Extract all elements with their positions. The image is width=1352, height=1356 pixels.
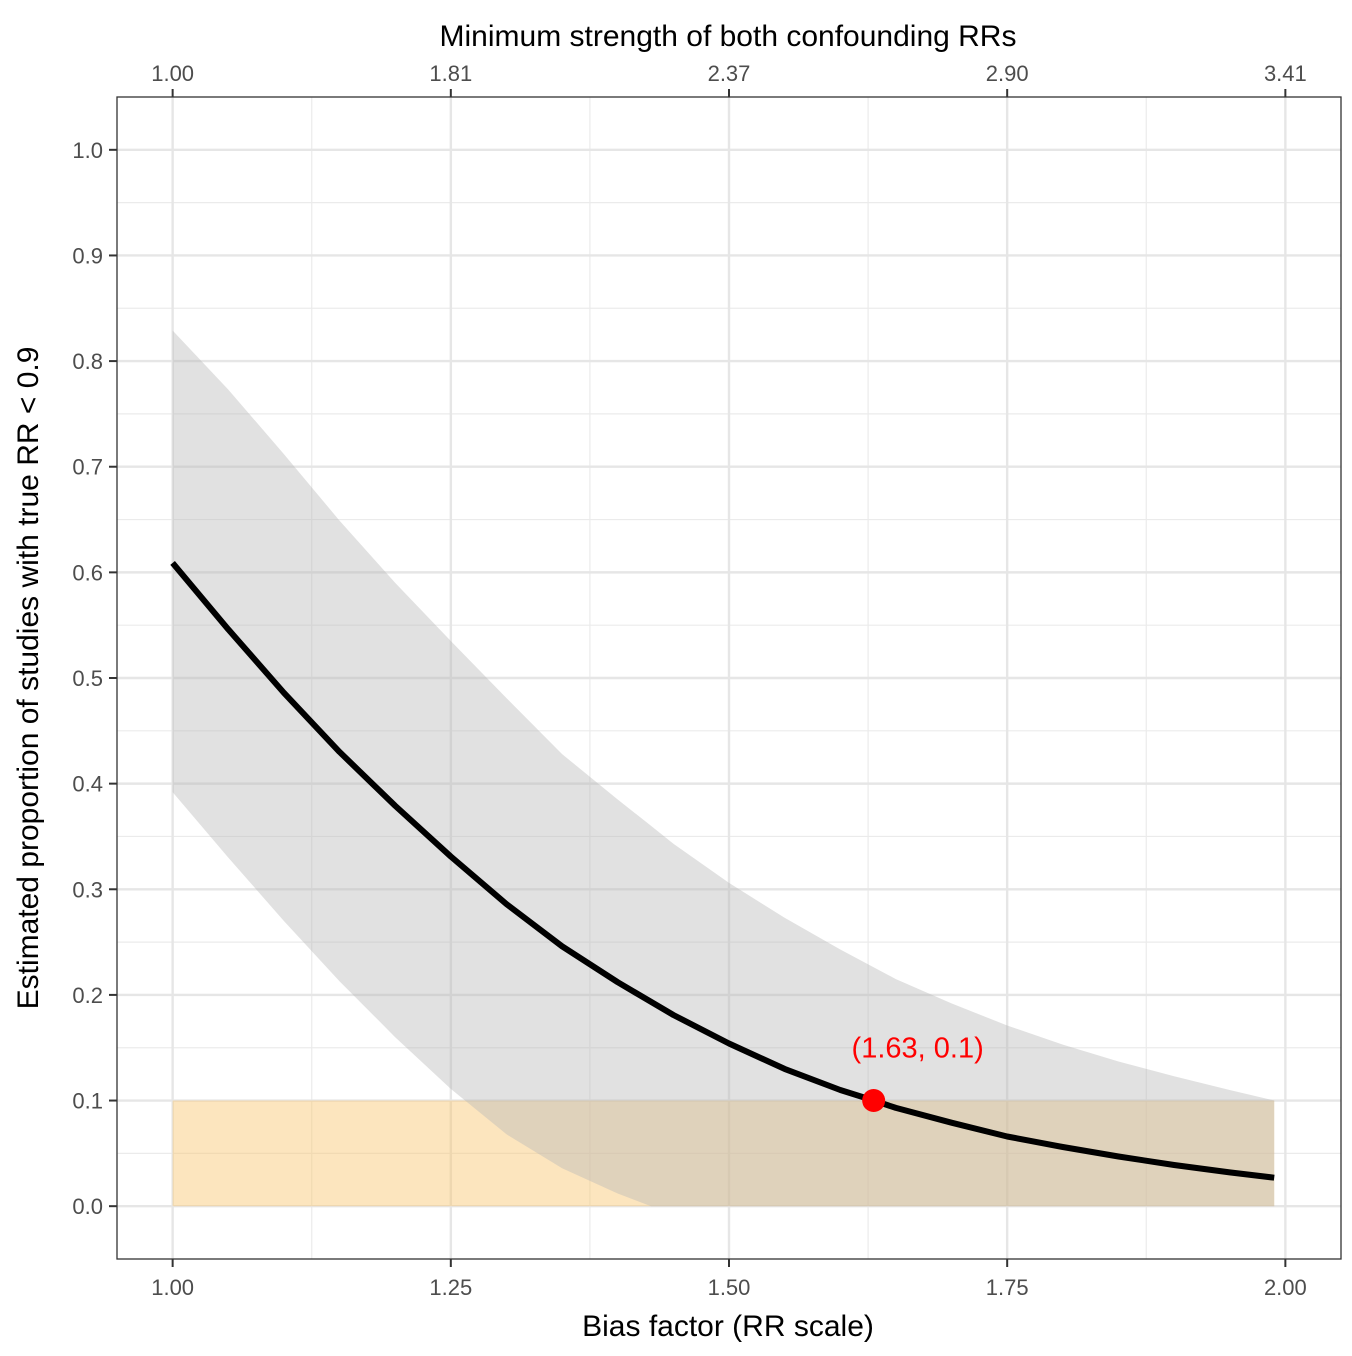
- y-tick-label: 0.9: [72, 243, 103, 268]
- top-tick-label: 2.90: [986, 61, 1029, 86]
- y-tick-label: 0.0: [72, 1194, 103, 1219]
- annotation-label: (1.63, 0.1): [852, 1033, 984, 1065]
- y-tick-label: 0.2: [72, 983, 103, 1008]
- x-tick-label: 1.00: [151, 1275, 194, 1300]
- y-tick-label: 0.1: [72, 1089, 103, 1114]
- x-axis-title: Bias factor (RR scale): [582, 1310, 874, 1343]
- x-tick-label: 1.75: [986, 1275, 1029, 1300]
- axes: 1.00 1.25 1.50 1.75 2.00 0.0 0.1 0.2 0.3 0.4 0.5 0.…: [72, 61, 1306, 1300]
- highlight-group: (1.63, 0.1): [852, 1033, 984, 1113]
- y-tick-label: 0.7: [72, 455, 103, 480]
- top-tick-label: 1.81: [429, 61, 472, 86]
- x-tick-label: 2.00: [1264, 1275, 1307, 1300]
- top-axis-title: Minimum strength of both confounding RRs: [440, 20, 1017, 53]
- confidence-band: [172, 330, 1275, 1207]
- top-tick-label: 3.41: [1264, 61, 1307, 86]
- series-lines: [170, 560, 1275, 1181]
- x-tick-label: 1.25: [429, 1275, 472, 1300]
- y-tick-label: 0.4: [72, 772, 103, 797]
- major-gridlines: [117, 97, 1341, 1259]
- y-tick-label: 1.0: [72, 138, 103, 163]
- estimate-line: [170, 560, 1275, 1181]
- y-tick-label: 0.3: [72, 877, 103, 902]
- top-tick-label: 2.37: [708, 61, 751, 86]
- highlight-point: [862, 1089, 886, 1113]
- y-tick-label: 0.5: [72, 666, 103, 691]
- y-tick-label: 0.6: [72, 560, 103, 585]
- x-tick-label: 1.50: [708, 1275, 751, 1300]
- top-tick-label: 1.00: [151, 61, 194, 86]
- y-axis-title: Estimated proportion of studies with tru…: [12, 347, 45, 1010]
- y-tick-label: 0.8: [72, 349, 103, 374]
